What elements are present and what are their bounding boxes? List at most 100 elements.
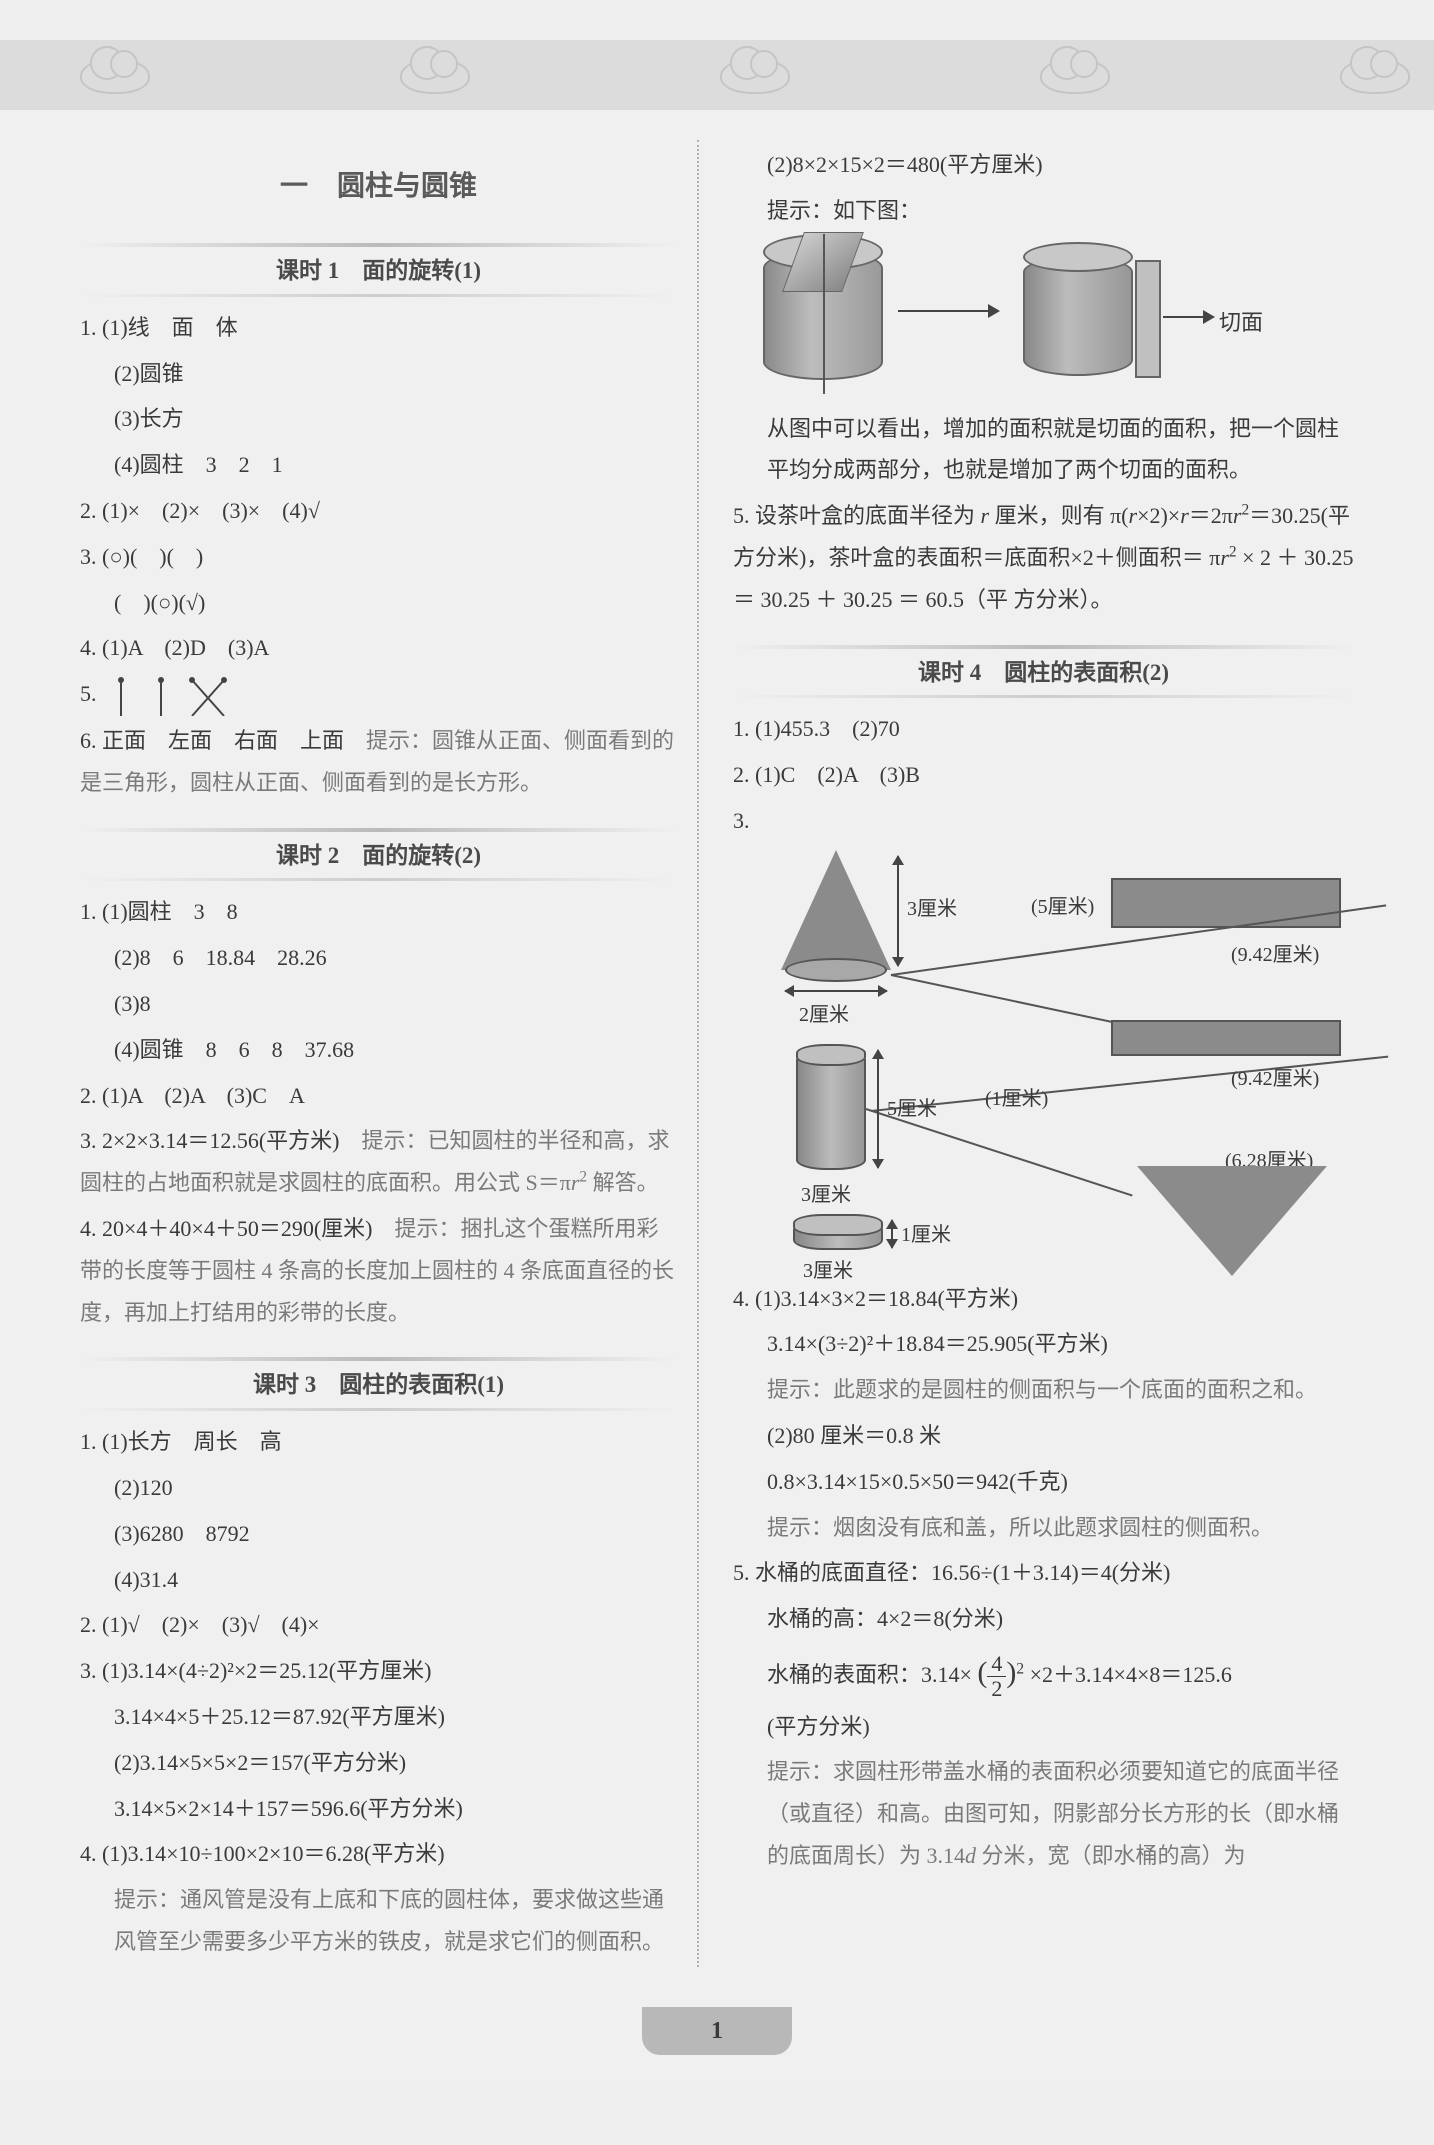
- dim-label: 5厘米: [887, 1090, 937, 1128]
- column-divider: [697, 140, 699, 1967]
- paragraph: 从图中可以看出，增加的面积就是切面的面积，把一个圆柱平均分成两部分，也就是增加了…: [733, 408, 1354, 492]
- unit-title: 一 圆柱与圆锥: [80, 160, 677, 213]
- dim-arrow: [785, 990, 887, 992]
- answer-line: 2. (1)√ (2)× (3)√ (4)×: [80, 1604, 677, 1646]
- hint-part: 分米，宽（即水桶的高）为: [976, 1843, 1246, 1868]
- answer-line: (2)80 厘米＝0.8 米: [733, 1415, 1354, 1457]
- text-part: ＝2π: [1189, 503, 1233, 528]
- cylinder-shape: [1023, 256, 1133, 376]
- answer-line: (2)8×2×15×2＝480(平方厘米): [733, 144, 1354, 186]
- answer-line: 1. (1)线 面 体: [80, 307, 677, 349]
- axis-cross-icon: [188, 676, 228, 716]
- answer-line: 3.14×(3÷2)²＋18.84＝25.905(平方米): [733, 1323, 1354, 1365]
- hint-text: 提示：此题求的是圆柱的侧面积与一个底面的面积之和。: [733, 1369, 1354, 1411]
- answer-line: (2)圆锥: [80, 353, 677, 395]
- unit-name: 圆柱与圆锥: [337, 171, 477, 202]
- answer-line: 1. (1)圆柱 3 8: [80, 891, 677, 933]
- dim-label: 3厘米: [907, 890, 957, 928]
- text-part: ×2)×: [1137, 503, 1180, 528]
- dim-label: 3厘米: [803, 1252, 853, 1290]
- dim-label: (9.42厘米): [1231, 1060, 1319, 1098]
- lesson-header-1: 课时 1 面的旋转(1): [80, 243, 677, 293]
- answer-line: ( )(○)(√): [80, 582, 677, 624]
- text-part: 水桶的表面积：3.14×: [767, 1662, 972, 1687]
- answer-line: (2)3.14×5×5×2＝157(平方分米): [80, 1742, 677, 1784]
- cylinder-shape: [796, 1050, 866, 1170]
- dim-arrow: [877, 1050, 879, 1168]
- answer-line: (3)6280 8792: [80, 1513, 677, 1555]
- split-line: [823, 234, 825, 394]
- q4-text: 4. 20×4＋40×4＋50＝290(厘米): [80, 1216, 394, 1241]
- q6-text: 6. 正面 左面 右面 上面: [80, 728, 366, 753]
- answer-line: 3.14×5×2×14＋157＝596.6(平方分米): [80, 1788, 677, 1830]
- var-r: r: [1129, 503, 1138, 528]
- left-column: 一 圆柱与圆锥 课时 1 面的旋转(1) 1. (1)线 面 体 (2)圆锥 (…: [80, 140, 677, 1967]
- answer-line: 水桶的表面积：3.14× (42)2 ×2＋3.14×4×8＝125.6: [733, 1644, 1354, 1702]
- answer-line: 4. (1)3.14×10÷100×2×10＝6.28(平方米): [80, 1833, 677, 1875]
- cone-base: [785, 958, 887, 982]
- answer-line: 提示：如下图：: [733, 190, 1354, 232]
- answer-line: (4)圆柱 3 2 1: [80, 444, 677, 486]
- answer-line: (3)长方: [80, 398, 677, 440]
- rectangle-shape: [1111, 1020, 1341, 1056]
- answer-line: 4. (1)A (2)D (3)A: [80, 627, 677, 669]
- text-part: ×2＋3.14×4×8＝125.6: [1030, 1662, 1232, 1687]
- answer-line: 5.: [80, 673, 677, 716]
- answer-line: 2. (1)A (2)A (3)C A: [80, 1075, 677, 1117]
- hint-text: 提示：通风管是没有上底和下底的圆柱体，要求做这些通风管至少需要多少平方米的铁皮，…: [80, 1879, 677, 1963]
- dim-label: 2厘米: [799, 996, 849, 1034]
- cylinder-shape: [793, 1220, 883, 1250]
- answer-line: (4)31.4: [80, 1559, 677, 1601]
- answer-line: 5. 水桶的底面直径：16.56÷(1＋3.14)＝4(分米): [733, 1552, 1354, 1594]
- answer-line: 6. 正面 左面 右面 上面 提示：圆锥从正面、侧面看到的是三角形，圆柱从正面、…: [80, 720, 677, 804]
- var-d: d: [965, 1843, 976, 1868]
- lesson-header-2: 课时 2 面的旋转(2): [80, 828, 677, 878]
- text-part: 厘米，则有 π(: [989, 503, 1128, 528]
- text-part: 5. 设茶叶盒的底面半径为: [733, 503, 981, 528]
- q3-text: 3. 2×2×3.14＝12.56(平方米): [80, 1128, 361, 1153]
- right-column: (2)8×2×15×2＝480(平方厘米) 提示：如下图： 切面 从图中可以看出…: [717, 140, 1354, 1967]
- lesson-header-4: 课时 4 圆柱的表面积(2): [733, 645, 1354, 695]
- triangle-shape: [1137, 1166, 1327, 1276]
- cloud-icon: [720, 58, 790, 94]
- formula-part: 解答。: [587, 1170, 659, 1195]
- answer-line: 1. (1)455.3 (2)70: [733, 708, 1354, 750]
- axis-line-icon: [108, 676, 134, 716]
- lesson-header-3: 课时 3 圆柱的表面积(1): [80, 1357, 677, 1407]
- answer-line: 5. 设茶叶盒的底面半径为 r 厘米，则有 π(r×2)×r＝2πr2＝30.2…: [733, 495, 1354, 620]
- dim-label: 3厘米: [801, 1176, 851, 1214]
- cut-face-shape: [1135, 260, 1161, 378]
- dim-label: (9.42厘米): [1231, 936, 1319, 974]
- axis-line-icon: [148, 676, 174, 716]
- answer-line: (2)120: [80, 1467, 677, 1509]
- dim-arrow: [897, 856, 899, 966]
- cylinder-cut-diagram: 切面: [743, 240, 1263, 400]
- rectangle-shape: [1111, 878, 1341, 928]
- cylinder-top: [1023, 242, 1133, 272]
- q3-label: 3.: [733, 800, 1354, 842]
- formula-part: S＝π: [526, 1170, 571, 1195]
- answer-line: 4. 20×4＋40×4＋50＝290(厘米) 提示：捆扎这个蛋糕所用彩带的长度…: [80, 1208, 677, 1333]
- cloud-icon: [1040, 58, 1110, 94]
- answer-line: 2. (1)C (2)A (3)B: [733, 754, 1354, 796]
- answer-line: 水桶的高：4×2＝8(分米): [733, 1598, 1354, 1640]
- connector-line: [891, 974, 1126, 1026]
- hint-text: 提示：烟囱没有底和盖，所以此题求圆柱的侧面积。: [733, 1507, 1354, 1549]
- cloud-icon: [400, 58, 470, 94]
- hint-text: 提示：求圆柱形带盖水桶的表面积必须要知道它的底面半径（或直径）和高。由图可知，阴…: [733, 1751, 1354, 1876]
- answer-line: 0.8×3.14×15×0.5×50＝942(千克): [733, 1461, 1354, 1503]
- cone-shape: [781, 850, 891, 970]
- dim-arrow: [891, 1220, 893, 1248]
- answer-line: (2)8 6 18.84 28.26: [80, 937, 677, 979]
- answer-line: 2. (1)× (2)× (3)× (4)√: [80, 490, 677, 532]
- answer-line: (4)圆锥 8 6 8 37.68: [80, 1029, 677, 1071]
- q5-label: 5.: [80, 681, 97, 706]
- arrow-icon: [898, 310, 998, 312]
- fraction: 42: [987, 1652, 1006, 1701]
- arrow-icon: [1163, 316, 1213, 318]
- answer-line: (平方分米): [733, 1706, 1354, 1748]
- dim-label: (5厘米): [1031, 888, 1094, 926]
- answer-line: 3. 2×2×3.14＝12.56(平方米) 提示：已知圆柱的半径和高，求圆柱的…: [80, 1120, 677, 1204]
- page-number: 1: [642, 2007, 792, 2055]
- answer-line: 1. (1)长方 周长 高: [80, 1421, 677, 1463]
